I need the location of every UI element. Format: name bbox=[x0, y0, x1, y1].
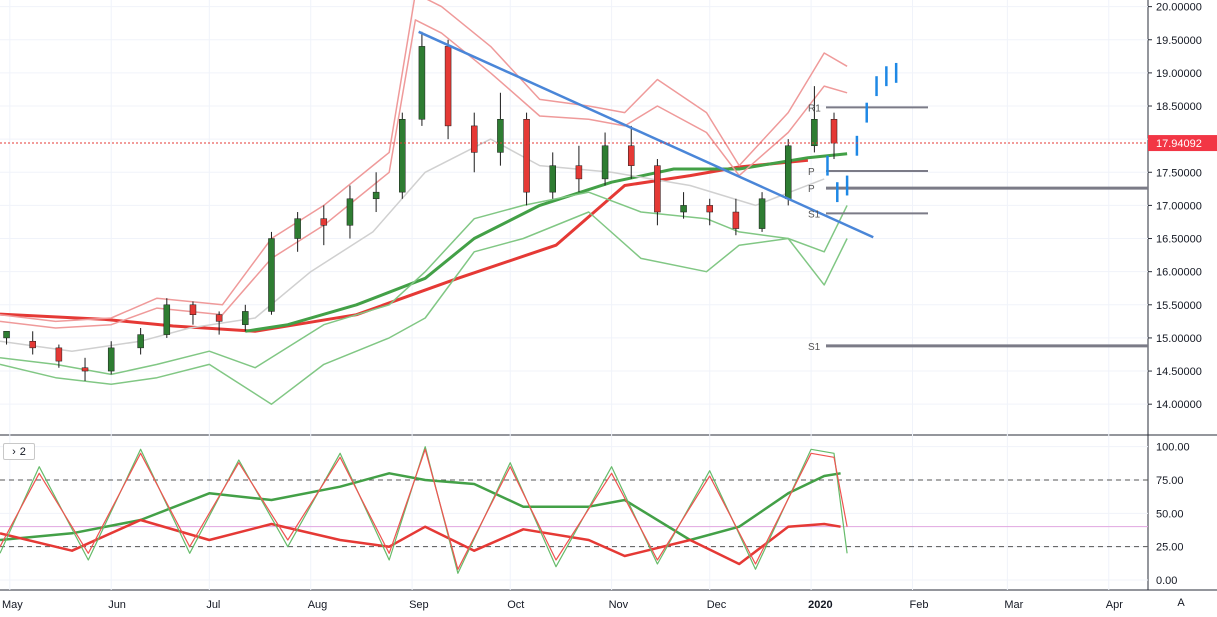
osc-tick-label: 100.00 bbox=[1156, 442, 1190, 454]
price-tick-label: 17.50000 bbox=[1156, 167, 1202, 179]
candle-body bbox=[470, 125, 478, 153]
last-price-tag-text: 17.94092 bbox=[1156, 138, 1202, 150]
pivot-level-label: P bbox=[808, 167, 815, 178]
candle-body bbox=[189, 304, 197, 315]
time-tick-label: Sep bbox=[409, 599, 429, 611]
candle-body bbox=[399, 119, 406, 193]
price-tick-label: 14.50000 bbox=[1156, 366, 1202, 378]
candle-body bbox=[627, 145, 635, 166]
time-tick-label: Jul bbox=[206, 599, 220, 611]
candle-body bbox=[549, 165, 556, 193]
time-tick-label: Apr bbox=[1106, 599, 1123, 611]
candle-body bbox=[706, 205, 713, 213]
candle-body bbox=[601, 145, 609, 180]
time-tick-label: Feb bbox=[910, 599, 929, 611]
osc-tick-label: 0.00 bbox=[1156, 575, 1177, 587]
osc-tick-label: 50.00 bbox=[1156, 508, 1184, 520]
pivot-level-label: R1 bbox=[808, 103, 821, 114]
candle-body bbox=[294, 218, 301, 239]
time-tick-label: Nov bbox=[609, 599, 629, 611]
time-tick-label: 2020 bbox=[808, 599, 832, 611]
candle-body bbox=[29, 340, 36, 349]
time-tick-label: Oct bbox=[507, 599, 524, 611]
price-tick-label: 16.50000 bbox=[1156, 234, 1202, 246]
ma-mid-line bbox=[245, 152, 848, 333]
time-tick-label: Mar bbox=[1004, 599, 1023, 611]
time-tick-label: Aug bbox=[308, 599, 328, 611]
candle-body bbox=[654, 165, 661, 213]
oscillator-line bbox=[0, 448, 848, 570]
candle-body bbox=[784, 145, 792, 200]
osc-tick-label: 25.00 bbox=[1156, 542, 1184, 554]
chevron-right-icon: › bbox=[12, 445, 16, 458]
candle-body bbox=[163, 304, 171, 335]
price-tick-label: 14.00000 bbox=[1156, 399, 1202, 411]
pivot-level-label: S1 bbox=[808, 209, 821, 220]
pane-collapse-button[interactable]: › 2 bbox=[3, 443, 35, 460]
bb-lower-outer-line bbox=[0, 211, 848, 405]
price-tick-label: 15.50000 bbox=[1156, 300, 1202, 312]
price-tick-label: 20.00000 bbox=[1156, 2, 1202, 14]
candle-body bbox=[242, 311, 249, 325]
candle-body bbox=[372, 191, 380, 200]
pane-number-label: 2 bbox=[19, 445, 26, 458]
price-tick-label: 18.50000 bbox=[1156, 101, 1202, 113]
time-tick-label: May bbox=[2, 599, 23, 611]
bb-upper-outer-line bbox=[0, 0, 848, 323]
candle-body bbox=[107, 347, 115, 372]
candle-body bbox=[497, 119, 504, 153]
candle-body bbox=[137, 334, 144, 349]
candle-body bbox=[346, 198, 354, 226]
pivot-level-label: P bbox=[808, 184, 815, 195]
price-tick-label: 17.00000 bbox=[1156, 200, 1202, 212]
candle-body bbox=[3, 331, 10, 339]
candle-body bbox=[830, 119, 838, 144]
pivot-level-label: S1 bbox=[808, 342, 821, 353]
candle-body bbox=[320, 218, 328, 226]
last-price-tag-bg bbox=[1148, 135, 1217, 152]
price-tick-label: 16.00000 bbox=[1156, 267, 1202, 279]
oscillator-line bbox=[0, 472, 841, 542]
candle-body bbox=[523, 119, 530, 193]
last-price-tag: 17.94092 bbox=[1148, 135, 1217, 152]
bb-lower-inner-line bbox=[0, 191, 848, 376]
candle-body bbox=[811, 119, 818, 147]
price-tick-label: 19.00000 bbox=[1156, 68, 1202, 80]
candle-body bbox=[680, 205, 687, 213]
candle-body bbox=[575, 165, 583, 180]
candle-body bbox=[81, 367, 89, 372]
ma-short-line bbox=[0, 138, 825, 352]
ma-long-line bbox=[0, 158, 809, 333]
oscillator-line bbox=[0, 518, 841, 566]
auto-scale-button[interactable]: A bbox=[1177, 597, 1185, 609]
candle-body bbox=[444, 46, 452, 127]
price-tick-label: 19.50000 bbox=[1156, 35, 1202, 47]
candle-body bbox=[732, 211, 740, 229]
trendline bbox=[418, 30, 874, 239]
candle-body bbox=[268, 238, 275, 312]
osc-tick-label: 75.00 bbox=[1156, 475, 1184, 487]
time-tick-label: Jun bbox=[108, 599, 126, 611]
candle-body bbox=[758, 198, 766, 229]
time-tick-label: Dec bbox=[707, 599, 727, 611]
candle-body bbox=[215, 314, 223, 322]
candle-body bbox=[55, 347, 63, 362]
price-tick-label: 15.00000 bbox=[1156, 333, 1202, 345]
candle-body bbox=[418, 46, 426, 120]
